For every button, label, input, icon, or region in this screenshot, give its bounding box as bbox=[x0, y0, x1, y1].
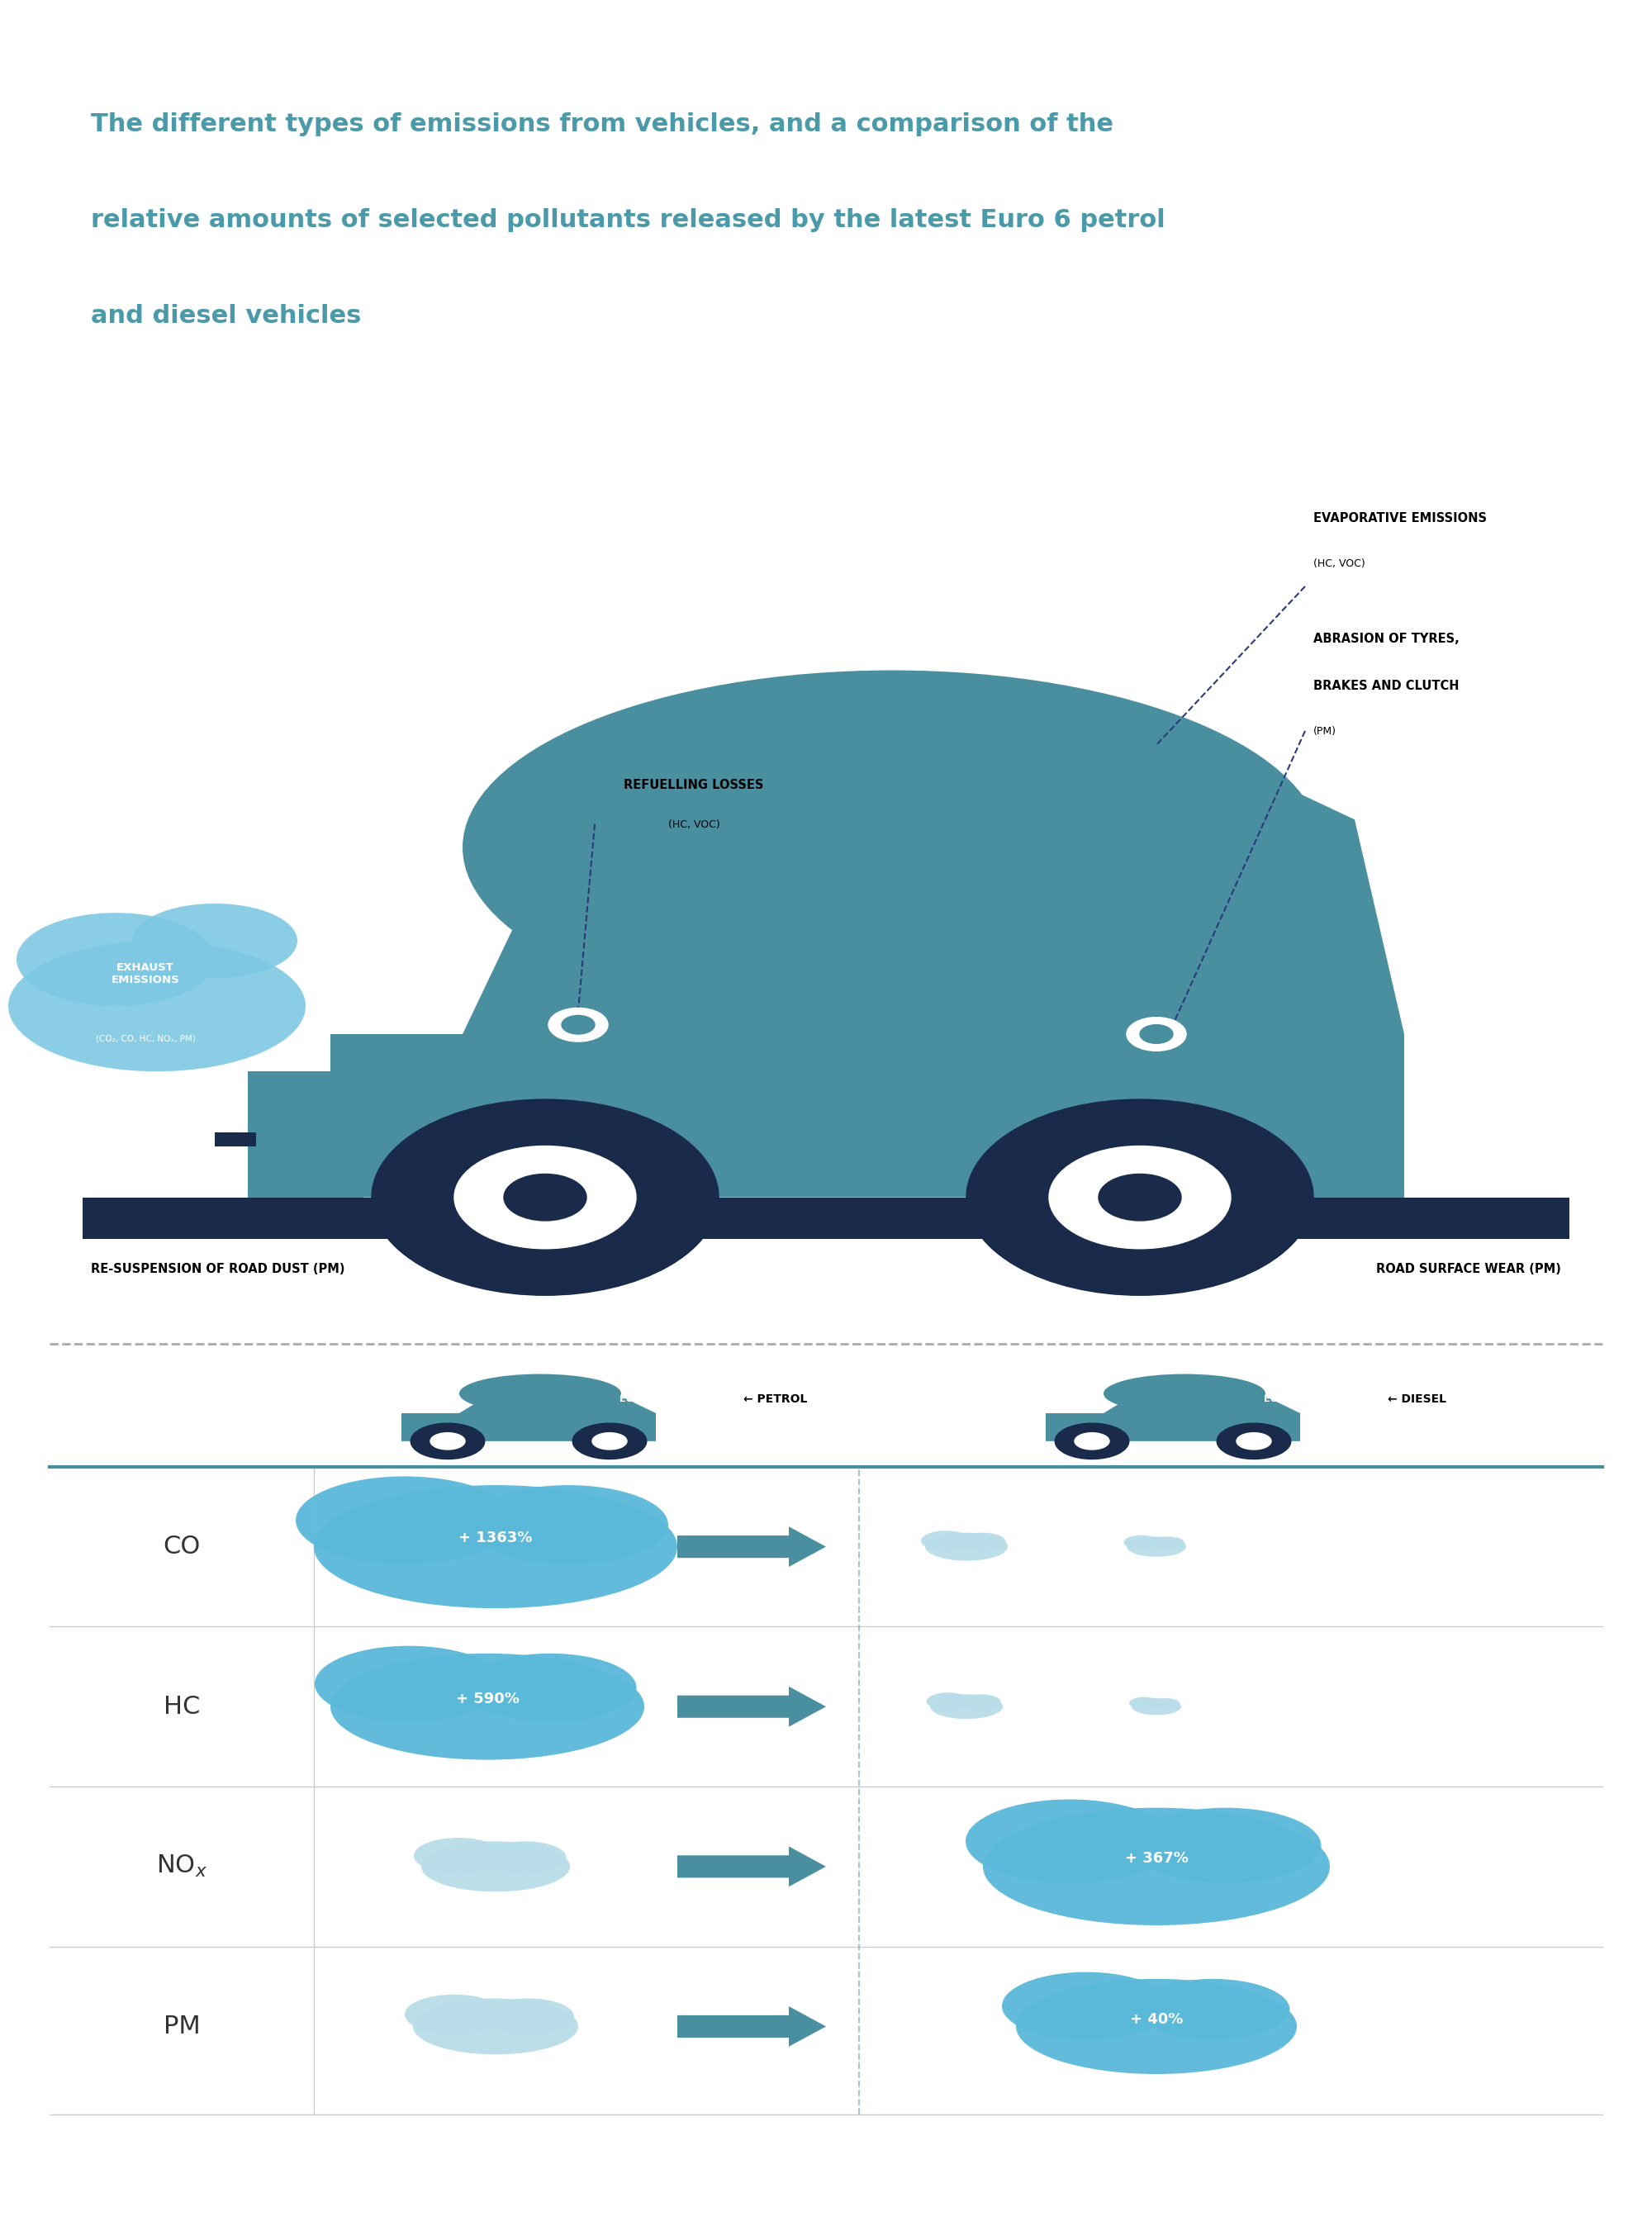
Circle shape bbox=[1218, 1424, 1290, 1459]
Ellipse shape bbox=[413, 1837, 502, 1875]
Text: (PM): (PM) bbox=[1313, 726, 1336, 737]
Ellipse shape bbox=[983, 1808, 1330, 1926]
Ellipse shape bbox=[1016, 1979, 1297, 2074]
Ellipse shape bbox=[1104, 1375, 1265, 1413]
Text: ← DIESEL: ← DIESEL bbox=[1388, 1393, 1447, 1404]
Circle shape bbox=[1140, 1024, 1173, 1044]
Text: CO: CO bbox=[164, 1535, 200, 1559]
Ellipse shape bbox=[314, 1646, 502, 1721]
Ellipse shape bbox=[413, 1999, 578, 2054]
Circle shape bbox=[591, 1433, 628, 1450]
Text: HC: HC bbox=[164, 1695, 200, 1719]
Text: PM: PM bbox=[164, 2014, 200, 2039]
Text: + 40%: + 40% bbox=[1130, 2012, 1183, 2028]
Text: The different types of emissions from vehicles, and a comparison of the: The different types of emissions from ve… bbox=[91, 111, 1113, 135]
Text: relative amounts of selected pollutants released by the latest Euro 6 petrol: relative amounts of selected pollutants … bbox=[91, 209, 1165, 231]
Ellipse shape bbox=[484, 1841, 567, 1875]
Text: (HC, VOC): (HC, VOC) bbox=[1313, 557, 1365, 569]
Circle shape bbox=[1236, 1433, 1272, 1450]
Text: NO$_x$: NO$_x$ bbox=[157, 1855, 206, 1879]
Circle shape bbox=[411, 1424, 484, 1459]
Polygon shape bbox=[248, 1071, 363, 1197]
Ellipse shape bbox=[482, 1999, 575, 2034]
Polygon shape bbox=[1289, 1053, 1404, 1197]
Text: (CO₂, CO, HC, NOₓ, PM): (CO₂, CO, HC, NOₓ, PM) bbox=[96, 1035, 195, 1044]
Ellipse shape bbox=[922, 1530, 971, 1550]
Text: and diesel vehicles: and diesel vehicles bbox=[91, 304, 362, 329]
Circle shape bbox=[1049, 1146, 1231, 1248]
Text: EXHAUST
EMISSIONS: EXHAUST EMISSIONS bbox=[111, 962, 180, 986]
Ellipse shape bbox=[132, 904, 297, 977]
Circle shape bbox=[1074, 1433, 1110, 1450]
Text: REFUELLING LOSSES: REFUELLING LOSSES bbox=[624, 780, 763, 791]
Text: EVAPORATIVE EMISSIONS: EVAPORATIVE EMISSIONS bbox=[1313, 511, 1487, 524]
Text: + 590%: + 590% bbox=[456, 1692, 519, 1706]
Ellipse shape bbox=[459, 1375, 621, 1413]
Text: EURO 6: EURO 6 bbox=[620, 1395, 657, 1404]
FancyArrow shape bbox=[677, 2006, 826, 2046]
Ellipse shape bbox=[961, 1695, 1001, 1710]
Text: ← PETROL: ← PETROL bbox=[743, 1393, 808, 1404]
Text: + 367%: + 367% bbox=[1125, 1850, 1188, 1866]
Polygon shape bbox=[1046, 1386, 1300, 1441]
FancyArrow shape bbox=[677, 1526, 826, 1566]
Ellipse shape bbox=[927, 1692, 970, 1710]
Ellipse shape bbox=[1151, 1537, 1184, 1550]
Circle shape bbox=[548, 1008, 608, 1042]
Circle shape bbox=[431, 1433, 466, 1450]
Ellipse shape bbox=[1130, 1697, 1160, 1708]
Text: + 1363%: + 1363% bbox=[459, 1530, 532, 1546]
Ellipse shape bbox=[1132, 1699, 1181, 1715]
Text: BRAKES AND CLUTCH: BRAKES AND CLUTCH bbox=[1313, 680, 1459, 693]
FancyBboxPatch shape bbox=[83, 1197, 1569, 1239]
Ellipse shape bbox=[8, 942, 306, 1071]
Circle shape bbox=[372, 1099, 719, 1295]
Text: RE-SUSPENSION OF ROAD DUST (PM): RE-SUSPENSION OF ROAD DUST (PM) bbox=[91, 1262, 345, 1275]
Ellipse shape bbox=[1123, 1535, 1160, 1550]
Ellipse shape bbox=[960, 1532, 1006, 1550]
Ellipse shape bbox=[1001, 1972, 1170, 2041]
Ellipse shape bbox=[296, 1477, 514, 1564]
Ellipse shape bbox=[930, 1695, 1003, 1719]
FancyBboxPatch shape bbox=[215, 1133, 256, 1146]
Ellipse shape bbox=[405, 1994, 504, 2034]
Circle shape bbox=[966, 1099, 1313, 1295]
Text: (HC, VOC): (HC, VOC) bbox=[667, 820, 720, 831]
Ellipse shape bbox=[17, 913, 215, 1006]
Text: ROAD SURFACE WEAR (PM): ROAD SURFACE WEAR (PM) bbox=[1376, 1262, 1561, 1275]
Ellipse shape bbox=[1127, 1537, 1186, 1557]
Ellipse shape bbox=[463, 671, 1322, 1024]
Ellipse shape bbox=[925, 1532, 1008, 1561]
Polygon shape bbox=[401, 1386, 656, 1441]
Ellipse shape bbox=[1153, 1699, 1180, 1708]
Ellipse shape bbox=[965, 1799, 1173, 1883]
Ellipse shape bbox=[1135, 1979, 1290, 2041]
Circle shape bbox=[562, 1015, 595, 1035]
Ellipse shape bbox=[314, 1486, 677, 1608]
Text: ABRASION OF TYRES,: ABRASION OF TYRES, bbox=[1313, 633, 1459, 646]
Text: Source: Based on www.fueleconomy.gov: Source: Based on www.fueleconomy.gov bbox=[66, 2179, 392, 2197]
Circle shape bbox=[504, 1175, 586, 1222]
Ellipse shape bbox=[421, 1841, 570, 1892]
Circle shape bbox=[454, 1146, 636, 1248]
FancyArrow shape bbox=[677, 1846, 826, 1886]
Text: EURO 6: EURO 6 bbox=[1264, 1395, 1302, 1404]
FancyArrow shape bbox=[677, 1686, 826, 1726]
Circle shape bbox=[573, 1424, 646, 1459]
Circle shape bbox=[1127, 1017, 1186, 1051]
Ellipse shape bbox=[469, 1486, 667, 1564]
Circle shape bbox=[1056, 1424, 1128, 1459]
Ellipse shape bbox=[464, 1652, 636, 1721]
Circle shape bbox=[1099, 1175, 1181, 1222]
Polygon shape bbox=[330, 726, 1404, 1197]
Ellipse shape bbox=[330, 1652, 644, 1759]
Ellipse shape bbox=[1130, 1808, 1322, 1883]
